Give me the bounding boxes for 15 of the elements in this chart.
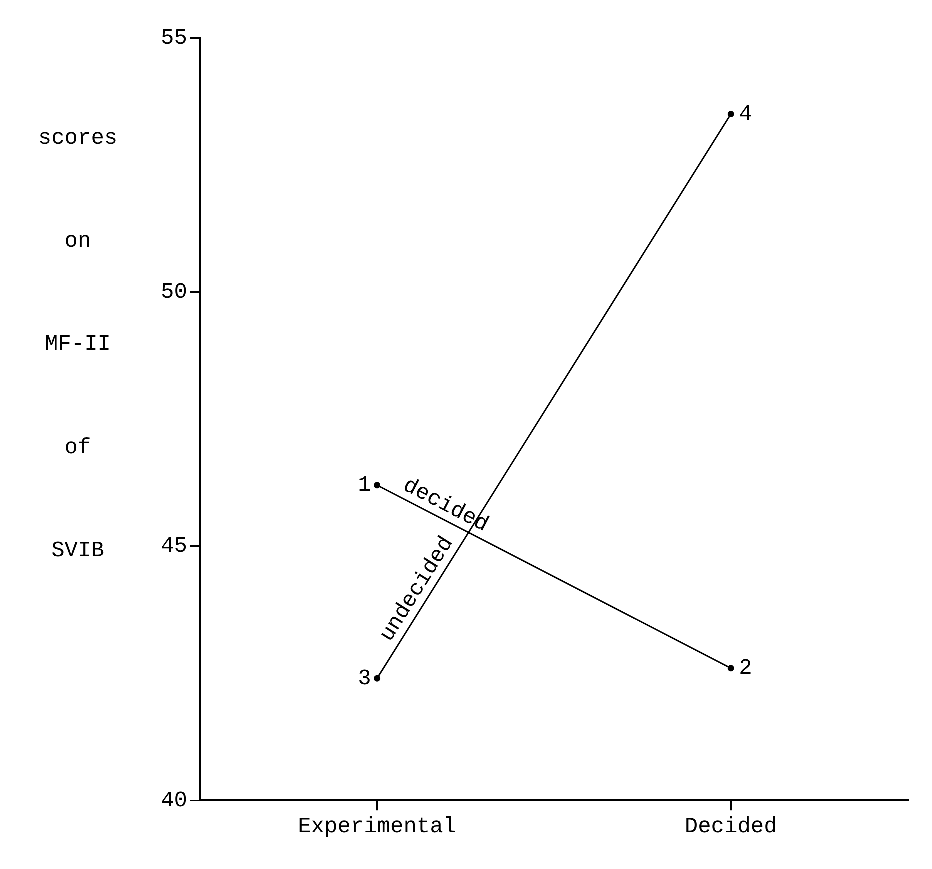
y-tick-label: 50 — [161, 280, 188, 306]
annotation: 3 — [358, 666, 372, 692]
x-tick-label: Experimental — [298, 814, 457, 840]
point — [374, 675, 381, 682]
point — [374, 482, 381, 489]
point — [728, 111, 734, 118]
x-tick-label: Decided — [684, 814, 778, 840]
y-tick-label: 45 — [161, 534, 188, 560]
annotation: 4 — [739, 102, 752, 128]
point — [728, 665, 734, 672]
annotation: 2 — [739, 656, 752, 682]
y-tick-label: 40 — [161, 788, 188, 814]
annotation: 1 — [358, 473, 372, 498]
text: scores on MF-II of SVIB — [38, 126, 118, 564]
y-tick-label: 55 — [161, 26, 188, 51]
